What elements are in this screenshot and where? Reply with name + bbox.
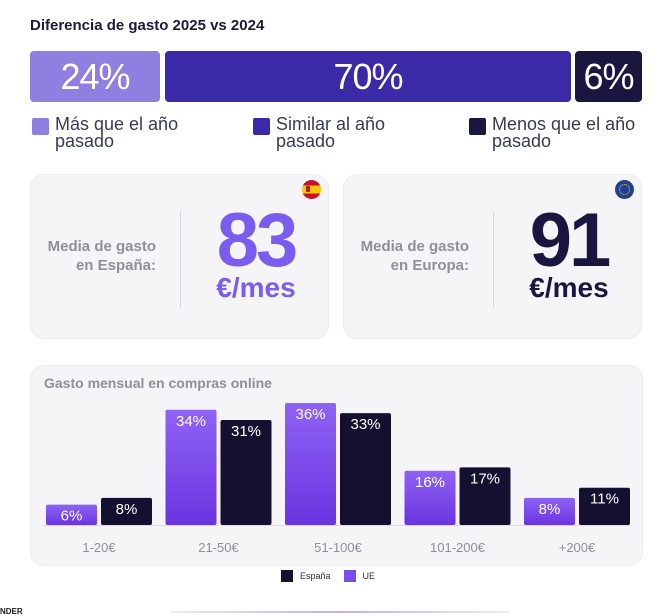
data-label-spain-0: 8% (116, 501, 138, 518)
data-label-spain-2: 33% (350, 416, 380, 433)
data-label-spain-3: 17% (470, 470, 500, 487)
bar-ue-2 (285, 403, 336, 525)
legend-label-less: Menos que el año pasado (492, 114, 636, 151)
data-label-spain-4: 11% (590, 491, 619, 508)
x-tick-label: 101-200€ (430, 540, 486, 555)
x-tick-label: +200€ (559, 540, 596, 555)
eu-flag-icon (615, 180, 634, 199)
chart-legend: España UE (281, 570, 388, 582)
bar-ue-3 (404, 470, 456, 525)
spain-flag-icon (302, 180, 321, 199)
spain-average-card: Media de gasto en España: 83 €/mes (30, 174, 329, 339)
legend-item-spain: España (281, 570, 331, 582)
legend-swatch-similar (253, 118, 270, 135)
bar-spain-4 (579, 487, 630, 525)
data-label-spain-1: 31% (231, 423, 261, 440)
europe-average-value: 91 (529, 198, 612, 283)
card-divider (180, 211, 181, 308)
spain-average-value: 83 (216, 198, 299, 283)
split-segment-similar: 70% (165, 51, 571, 102)
bar-spain-2 (340, 413, 391, 525)
legend-label-similar: Similar al año pasado (276, 114, 386, 151)
data-label-ue-2: 36% (295, 406, 325, 423)
bar-ue-1 (165, 409, 217, 525)
bar-ue-4 (524, 497, 575, 525)
monthly-spend-bar-chart: 6% 8% 1-20€ 34% 31% 21-50€ 36% 33% 51-100€ 16% 17%… (43, 403, 632, 555)
legend-item-eu: UE (343, 570, 376, 582)
data-label-ue-1: 34% (176, 413, 206, 430)
legend-label-eu: UE (362, 571, 376, 581)
legend-label-more: Más que el año pasado (55, 114, 179, 151)
bar-ue-0 (46, 504, 97, 525)
chart-title: Gasto mensual en compras online (44, 375, 272, 391)
legend-item-similar: Similar al año pasado (253, 114, 396, 151)
card-divider (493, 211, 494, 308)
page-title: Diferencia de gasto 2025 vs 2024 (30, 17, 265, 34)
x-tick-label: 51-100€ (314, 540, 362, 555)
europe-average-unit: €/mes (529, 272, 609, 303)
brand-logo: NDER (0, 607, 23, 616)
data-label-ue-3: 16% (415, 474, 445, 491)
legend-swatch-eu (343, 570, 356, 582)
x-tick-label: 21-50€ (198, 540, 239, 555)
x-tick-label: 1-20€ (82, 540, 116, 555)
europe-average-card: Media de gasto en Europa: 91 €/mes (343, 174, 642, 339)
bar-spain-3 (459, 467, 511, 525)
footer-divider (170, 611, 510, 613)
legend-swatch-more (32, 118, 49, 135)
legend-swatch-less (469, 118, 486, 135)
split-segment-more: 24% (30, 51, 160, 102)
split-segment-less: 6% (575, 51, 642, 102)
spain-average-unit: €/mes (216, 272, 296, 303)
spain-average-label: Media de gasto en España: (47, 238, 156, 274)
legend-swatch-spain (281, 570, 293, 582)
data-label-ue-0: 6% (61, 508, 83, 525)
legend-item-less: Menos que el año pasado (469, 114, 652, 151)
data-label-ue-4: 8% (539, 501, 561, 518)
spending-split-bar: 24% 70% 6% (30, 51, 642, 102)
legend-item-more: Más que el año pasado (32, 114, 195, 151)
legend-label-spain: España (300, 571, 331, 581)
bar-spain-1 (220, 419, 272, 525)
bar-spain-0 (101, 497, 152, 525)
monthly-spend-chart-card: Gasto mensual en compras online 6% 8% 1-20… (30, 365, 643, 566)
europe-average-label: Media de gasto en Europa: (360, 238, 469, 274)
